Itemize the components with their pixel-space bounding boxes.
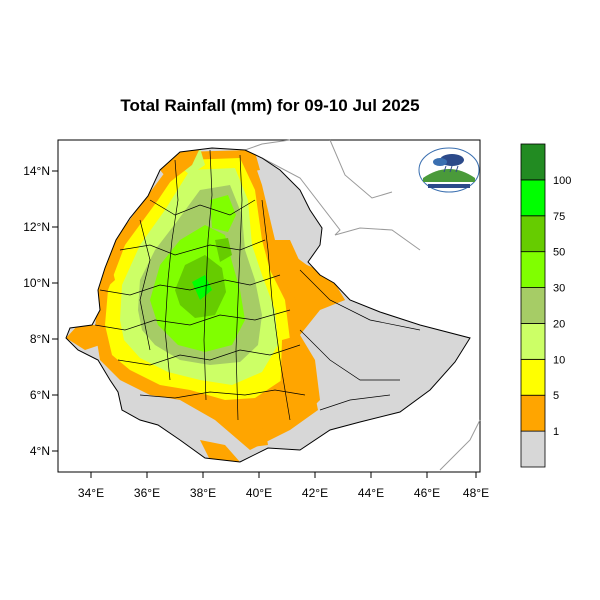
legend-label: 50 bbox=[553, 247, 565, 259]
x-tick-label: 48°E bbox=[463, 486, 489, 500]
admin-boundaries bbox=[94, 149, 421, 421]
legend-color-box bbox=[520, 358, 546, 396]
color-legend: 1 5 10 20 30 50 75 100 bbox=[520, 143, 571, 468]
y-tick-label: 14°N bbox=[23, 164, 50, 178]
x-tick-label: 42°E bbox=[302, 486, 328, 500]
legend-label: 100 bbox=[553, 175, 571, 187]
legend-color-box bbox=[520, 215, 546, 253]
map-title: Total Rainfall (mm) for 09-10 Jul 2025 bbox=[120, 96, 420, 115]
x-tick-label: 38°E bbox=[190, 486, 216, 500]
legend-color-box bbox=[520, 251, 546, 288]
legend-label: 5 bbox=[553, 390, 559, 402]
x-axis: 34°E 36°E 38°E 40°E 42°E 44°E 46°E 48°E bbox=[78, 472, 489, 500]
x-tick-label: 40°E bbox=[246, 486, 272, 500]
legend-color-box bbox=[520, 143, 546, 181]
y-axis: 14°N 12°N 10°N 8°N 6°N 4°N bbox=[23, 164, 58, 458]
legend-label: 20 bbox=[553, 318, 565, 330]
y-tick-label: 10°N bbox=[23, 276, 50, 290]
x-tick-label: 36°E bbox=[134, 486, 160, 500]
y-tick-label: 6°N bbox=[30, 388, 50, 402]
legend-label: 30 bbox=[553, 283, 565, 295]
rainfall-fields bbox=[66, 148, 345, 462]
legend-color-box bbox=[520, 287, 546, 324]
legend-color-box bbox=[520, 179, 546, 217]
agency-logo bbox=[418, 147, 480, 193]
legend-color-box bbox=[520, 430, 546, 468]
legend-label: 10 bbox=[553, 354, 565, 366]
legend-color-box bbox=[520, 394, 546, 432]
x-tick-label: 44°E bbox=[358, 486, 384, 500]
y-tick-label: 4°N bbox=[30, 444, 50, 458]
legend-label: 1 bbox=[553, 426, 559, 438]
x-tick-label: 34°E bbox=[78, 486, 104, 500]
neighbor-borders bbox=[244, 139, 481, 471]
x-tick-label: 46°E bbox=[414, 486, 440, 500]
legend-label: 75 bbox=[553, 211, 565, 223]
legend-color-box bbox=[520, 323, 546, 360]
y-tick-label: 8°N bbox=[30, 332, 50, 346]
y-tick-label: 12°N bbox=[23, 220, 50, 234]
